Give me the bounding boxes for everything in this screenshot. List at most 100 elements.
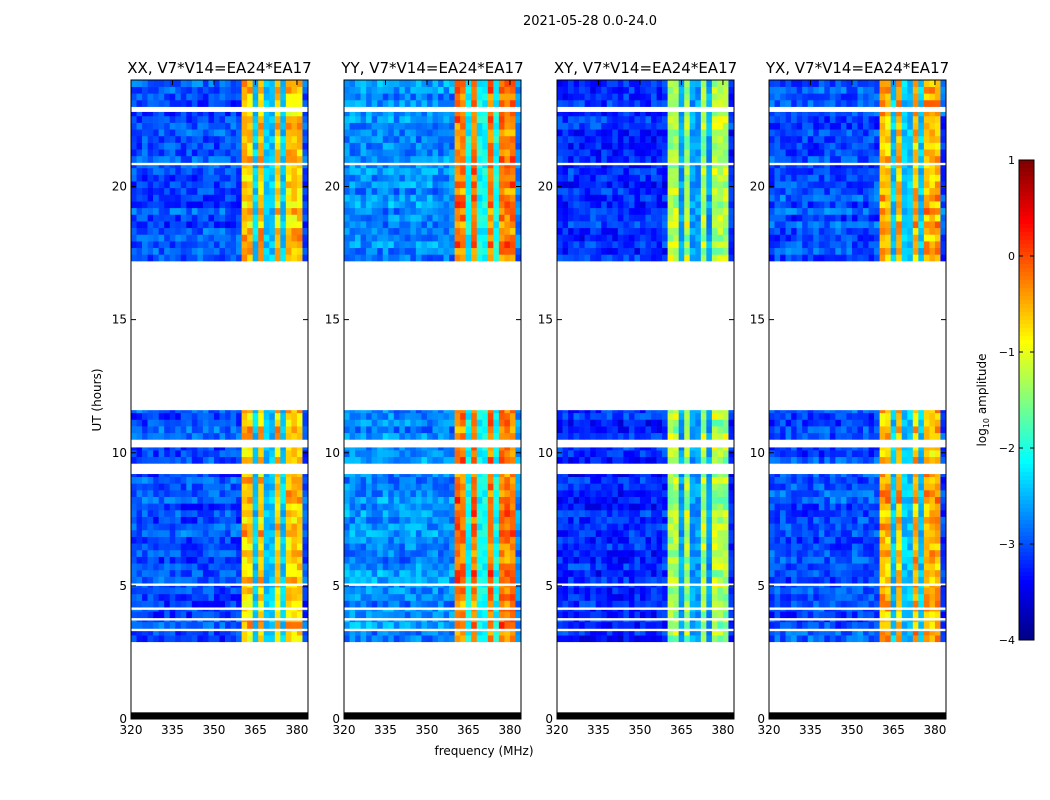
heatmap-cell	[291, 635, 298, 643]
heatmap-cell	[296, 247, 303, 255]
heatmap-cell	[296, 174, 303, 182]
heatmap-cell	[590, 631, 597, 636]
heatmap-cell	[142, 516, 148, 524]
heatmap-cell	[247, 576, 253, 584]
heatmap-cell	[230, 214, 237, 222]
heatmap-cell	[366, 207, 372, 215]
heatmap-cell	[684, 563, 691, 571]
heatmap-cell	[415, 635, 422, 643]
heatmap-cell	[236, 543, 242, 551]
heatmap-cell	[498, 569, 505, 577]
heatmap-cell	[175, 496, 182, 504]
heatmap-cell	[180, 450, 187, 458]
heatmap-cell	[482, 576, 489, 584]
heatmap-cell	[711, 476, 718, 484]
heatmap-cell	[651, 450, 657, 458]
heatmap-cell	[252, 135, 259, 143]
heatmap-cell	[247, 631, 253, 636]
heatmap-cell	[296, 93, 303, 101]
heatmap-cell	[509, 509, 516, 517]
heatmap-cell	[158, 167, 165, 175]
heatmap-cell	[590, 563, 597, 571]
heatmap-cell	[366, 456, 372, 464]
heatmap-cell	[355, 214, 361, 222]
heatmap-cell	[476, 419, 483, 427]
heatmap-cell	[460, 155, 466, 163]
heatmap-cell	[258, 587, 265, 595]
heatmap-cell	[438, 549, 444, 557]
heatmap-cell	[280, 611, 287, 619]
heatmap-cell	[153, 181, 159, 189]
heatmap-cell	[355, 587, 361, 595]
heatmap-cell	[487, 207, 494, 215]
heatmap-cell	[213, 621, 220, 629]
heatmap-cell	[263, 187, 270, 195]
heatmap-cell	[388, 556, 395, 564]
heatmap-cell	[617, 516, 624, 524]
heatmap-cell	[662, 635, 668, 643]
heatmap-cell	[147, 432, 154, 440]
heatmap-cell	[584, 563, 591, 571]
heatmap-cell	[366, 412, 372, 420]
heatmap-cell	[180, 593, 187, 601]
heatmap-cell	[213, 593, 220, 601]
heatmap-cell	[269, 122, 276, 130]
heatmap-cell	[651, 476, 657, 484]
heatmap-cell	[344, 490, 350, 497]
heatmap-cell	[606, 536, 613, 544]
heatmap-cell	[432, 93, 439, 101]
heatmap-cell	[645, 611, 652, 619]
heatmap-cell	[432, 207, 439, 215]
heatmap-cell	[158, 86, 165, 94]
heatmap-cell	[175, 474, 182, 478]
heatmap-cell	[515, 474, 522, 478]
heatmap-cell	[601, 503, 608, 511]
heatmap-cell	[601, 543, 608, 551]
heatmap-cell	[241, 129, 248, 137]
heatmap-cell	[158, 221, 165, 229]
heatmap-cell	[180, 432, 187, 440]
heatmap-cell	[186, 234, 193, 242]
heatmap-cell	[476, 609, 483, 612]
heatmap-cell	[371, 221, 378, 229]
heatmap-cell	[432, 149, 439, 157]
heatmap-cell	[169, 241, 176, 249]
heatmap-cell	[438, 496, 444, 504]
heatmap-cell	[454, 247, 461, 255]
heatmap-cell	[180, 503, 187, 511]
heatmap-cell	[673, 523, 679, 531]
heatmap-cell	[482, 620, 489, 623]
heatmap-cell	[131, 529, 137, 537]
heatmap-cell	[393, 135, 400, 143]
figure-title: 2021-05-28 0.0-24.0	[523, 14, 657, 29]
heatmap-cell	[673, 474, 679, 478]
heatmap-cell	[515, 410, 522, 414]
heatmap-cell	[164, 221, 171, 229]
heatmap-cell	[579, 563, 585, 571]
heatmap-cell	[639, 631, 646, 636]
heatmap-cell	[219, 135, 226, 143]
heatmap-cell	[225, 587, 231, 595]
heatmap-cell	[230, 254, 237, 262]
heatmap-cell	[557, 600, 563, 608]
heatmap-cell	[269, 80, 276, 87]
heatmap-cell	[404, 93, 411, 101]
heatmap-cell	[617, 483, 624, 491]
heatmap-cell	[700, 569, 707, 577]
heatmap-cell	[404, 167, 411, 175]
heatmap-cell	[404, 99, 411, 107]
heatmap-cell	[504, 587, 511, 595]
heatmap-cell	[274, 111, 281, 117]
heatmap-cell	[579, 611, 585, 619]
heatmap-cell	[225, 585, 231, 588]
heatmap-cell	[404, 247, 411, 255]
heatmap-cell	[388, 447, 395, 451]
heatmap-cell	[438, 447, 444, 451]
heatmap-cell	[147, 450, 154, 458]
heatmap-cell	[711, 523, 718, 531]
heatmap-cell	[393, 587, 400, 595]
heatmap-cell	[432, 516, 439, 524]
heatmap-cell	[426, 93, 433, 101]
